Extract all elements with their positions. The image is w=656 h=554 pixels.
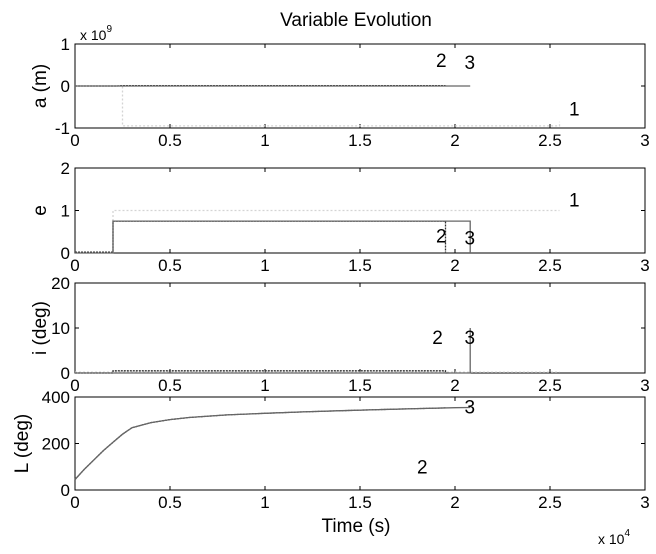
x-axis-label: Time (s) <box>322 516 391 537</box>
y-tick-label: 2 <box>61 159 70 178</box>
x-tick-label: 3 <box>640 131 649 150</box>
y-tick-label: 20 <box>51 274 70 293</box>
x-tick-label: 1 <box>260 376 269 395</box>
x-tick-label: 2 <box>450 376 459 395</box>
x-tick-label: 3 <box>640 376 649 395</box>
y-tick-label: -1 <box>55 119 70 138</box>
x-tick-label: 0.5 <box>158 256 182 275</box>
y-axis-label-a: a (m) <box>30 64 51 108</box>
y-tick-label: 0 <box>61 364 70 383</box>
series-line-1 <box>75 85 561 127</box>
curve-label-3: 3 <box>465 53 476 74</box>
curve-label-2: 2 <box>436 51 447 72</box>
x-tick-label: 2.5 <box>538 256 562 275</box>
y-tick-label: 1 <box>61 35 70 54</box>
x-tick-label: 0.5 <box>158 493 182 512</box>
x-tick-label: 1 <box>260 493 269 512</box>
x-tick-label: 2 <box>450 131 459 150</box>
x-tick-label: 1 <box>260 131 269 150</box>
x-tick-label: 0.5 <box>158 131 182 150</box>
y-axis-exponent: x 109 <box>80 24 112 43</box>
y-axis-label-L: L (deg) <box>12 414 33 474</box>
x-tick-label: 3 <box>640 256 649 275</box>
x-tick-label: 1.5 <box>348 493 372 512</box>
series-line-1 <box>112 209 560 253</box>
series-line-3 <box>75 328 471 374</box>
y-tick-label: 200 <box>42 435 70 454</box>
x-tick-label: 1 <box>260 256 269 275</box>
x-tick-label: 2 <box>450 256 459 275</box>
y-axis-label-i: i (deg) <box>30 301 51 355</box>
y-tick-label: 400 <box>42 388 70 407</box>
x-tick-label: 3 <box>640 493 649 512</box>
x-tick-label: 0 <box>70 376 79 395</box>
y-axis-label-e: e <box>30 205 51 216</box>
curve-label-1: 1 <box>569 99 580 120</box>
curve-label-2: 2 <box>436 226 447 247</box>
curve-label-1: 1 <box>569 190 580 211</box>
x-tick-label: 0 <box>70 256 79 275</box>
series-line-3 <box>75 220 471 254</box>
x-axis-exponent: x 104 <box>598 528 630 547</box>
x-tick-label: 1.5 <box>348 256 372 275</box>
panel-i: 0 0.5 1 1.5 2 2.5 3 20 10 0 i (deg) 2 3 <box>30 274 650 395</box>
y-tick-label: 1 <box>61 202 70 221</box>
series-line-3 <box>74 406 471 480</box>
curve-label-2: 2 <box>432 328 443 349</box>
y-tick-label: 10 <box>51 319 70 338</box>
x-tick-label: 0 <box>70 131 79 150</box>
curve-label-3: 3 <box>465 397 476 418</box>
x-tick-label: 0 <box>70 493 79 512</box>
y-tick-label: 0 <box>61 481 70 500</box>
x-tick-label: 2.5 <box>538 376 562 395</box>
y-tick-label: 0 <box>61 77 70 96</box>
x-tick-label: 2.5 <box>538 131 562 150</box>
panel-L: 0 0.5 1 1.5 2 2.5 3 400 200 0 L (deg) 3 2 <box>12 388 650 512</box>
y-tick-label: 0 <box>61 244 70 263</box>
x-tick-label: 2.5 <box>538 493 562 512</box>
chart-title: Variable Evolution <box>280 10 432 31</box>
curve-label-3: 3 <box>465 229 476 250</box>
x-tick-label: 1.5 <box>348 376 372 395</box>
x-tick-label: 0.5 <box>158 376 182 395</box>
curve-label-3: 3 <box>465 328 476 349</box>
x-tick-label: 2 <box>450 493 459 512</box>
x-tick-label: 1.5 <box>348 131 372 150</box>
curve-label-2: 2 <box>417 458 428 479</box>
